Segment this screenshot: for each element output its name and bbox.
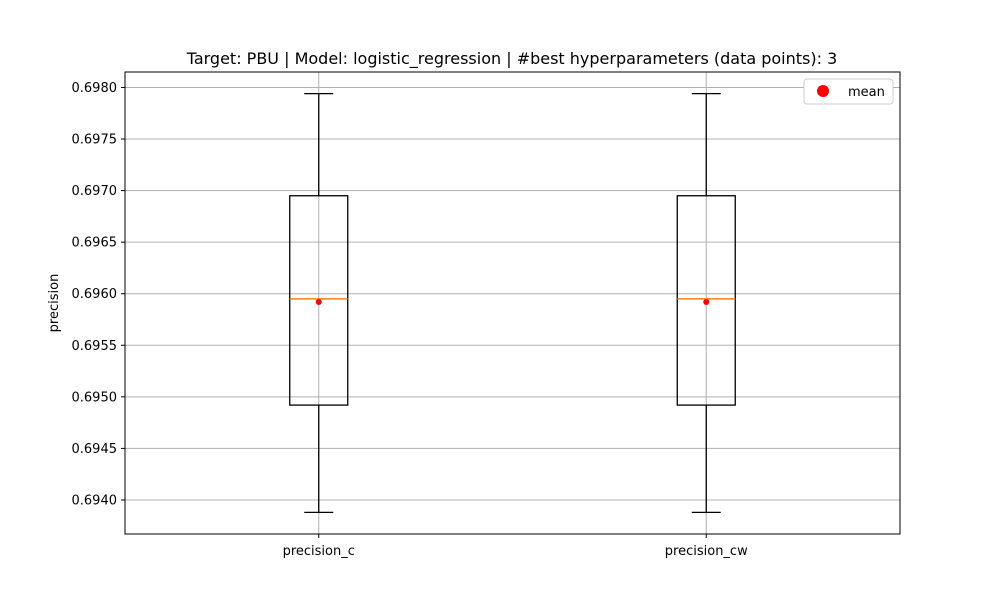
boxes — [289, 93, 736, 513]
legend-mean-marker — [817, 85, 829, 97]
x-tick-label: precision_cw — [665, 544, 748, 559]
y-tick-label: 0.6980 — [72, 81, 118, 96]
y-axis-label: precision — [47, 274, 62, 333]
y-tick-label: 0.6960 — [72, 287, 118, 302]
plot-area-frame — [124, 71, 901, 535]
iqr-box — [676, 195, 736, 406]
mean-marker — [703, 298, 710, 305]
x-tick-label: precision_c — [283, 544, 355, 559]
box-precision_c — [289, 93, 349, 513]
x-axis-ticks: precision_c precision_cw — [283, 534, 748, 559]
y-tick-label: 0.6945 — [72, 442, 118, 457]
y-tick-label: 0.6950 — [72, 390, 118, 405]
chart-title: Target: PBU | Model: logistic_regression… — [186, 49, 838, 69]
y-tick-label: 0.6940 — [72, 493, 118, 508]
y-tick-label: 0.6970 — [72, 184, 118, 199]
legend-mean-label: mean — [848, 85, 885, 100]
legend: mean — [803, 78, 894, 105]
iqr-box — [289, 195, 349, 406]
y-tick-label: 0.6955 — [72, 339, 118, 354]
box-precision_cw — [676, 93, 736, 513]
y-tick-label: 0.6975 — [72, 133, 118, 148]
mean-marker — [315, 298, 322, 305]
legend-frame — [803, 78, 894, 105]
y-tick-label: 0.6965 — [72, 236, 118, 251]
y-axis-ticks: 0.6940 0.6945 0.6950 0.6955 0.6960 0.6965 0.69… — [72, 81, 125, 508]
